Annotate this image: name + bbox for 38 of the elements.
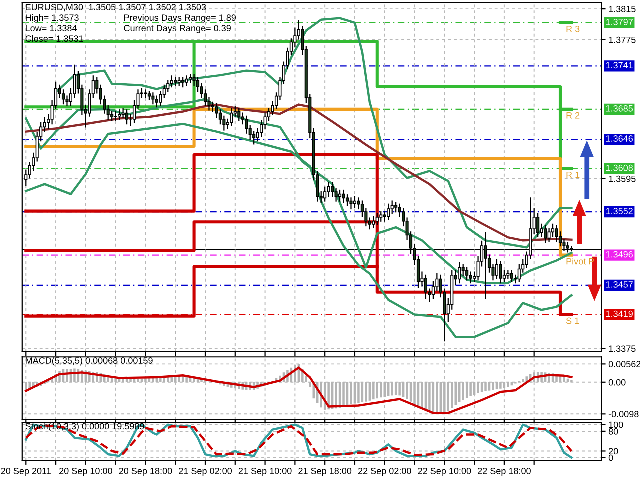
x-tick-label: 21 Sep 10:00 — [238, 468, 292, 476]
annotation: R 3 — [566, 26, 580, 32]
y-tick-label: 80 — [608, 428, 618, 435]
ref-line-label: 1.3496 — [606, 251, 633, 258]
y-tick-label: 20 — [609, 448, 618, 455]
ref-line-label: 1.3685 — [606, 105, 633, 112]
annotation: Low= 1.3384 — [26, 25, 77, 32]
y-tick-label: 1.3595 — [609, 176, 636, 182]
ref-line-label: 1.3552 — [606, 208, 633, 215]
annotation: R 1 — [566, 172, 580, 178]
x-tick-label: 22 Sep 10:00 — [418, 468, 472, 476]
x-tick-label: 21 Sep 18:00 — [298, 468, 352, 476]
y-tick-label: 1.3375 — [609, 346, 636, 352]
ref-line-label: 1.3797 — [606, 18, 633, 26]
annotation: R 2 — [566, 112, 580, 119]
ref-line-label: 1.3741 — [606, 62, 633, 69]
x-tick-label: 22 Sep 02:00 — [358, 468, 412, 476]
annotation: Previous Days Range= 1.89 — [124, 14, 236, 23]
chart-title: MACD(5,35,5) 0.00068 0.00159 — [26, 357, 153, 366]
x-tick-label: 20 Sep 18:00 — [119, 468, 172, 476]
y-tick-label: 100 — [609, 422, 624, 428]
x-tick-label: 22 Sep 18:00 — [478, 468, 531, 476]
x-tick-label: 20 Sep 2011 — [1, 468, 51, 476]
annotation: Current Days Range= 0.39 — [124, 25, 231, 34]
y-tick-label: -0.0098 — [608, 411, 639, 418]
chart-title: EURUSD,M30 1.3505 1.3507 1.3502 1.3503 — [26, 4, 206, 12]
y-tick-label: 1.3775 — [609, 36, 636, 44]
y-tick-label: 0.00 — [608, 379, 626, 386]
annotation: High= 1.3573 — [26, 14, 79, 23]
ref-line-label: 1.3419 — [606, 310, 633, 318]
ref-line-label: 1.3608 — [606, 164, 633, 172]
y-tick-label: 1.3815 — [609, 6, 636, 12]
annotation: S 1 — [566, 318, 580, 324]
y-tick-label: 0 — [608, 454, 614, 462]
ref-line-label: 1.3457 — [606, 281, 633, 288]
ref-line-label: 1.3646 — [606, 136, 633, 142]
x-tick-label: 20 Sep 10:00 — [60, 468, 112, 476]
x-tick-label: 21 Sep 02:00 — [179, 468, 232, 476]
